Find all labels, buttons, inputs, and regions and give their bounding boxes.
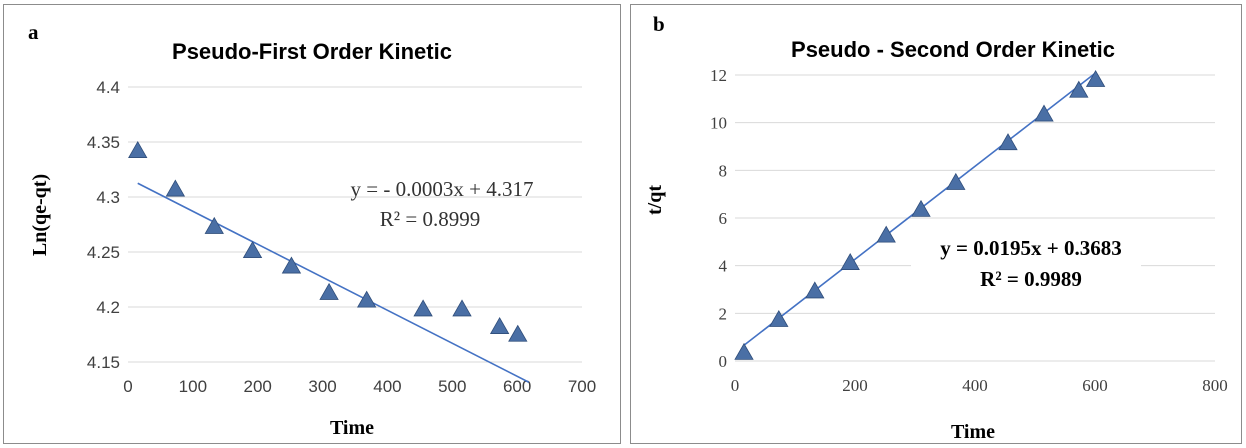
x-tick-label: 300 <box>308 377 336 396</box>
data-point-marker <box>998 133 1018 151</box>
data-point-marker <box>489 316 510 334</box>
data-point-marker <box>1069 80 1089 98</box>
y-axis-title-a: Ln(qe-qt) <box>29 174 51 256</box>
equation-a: y = - 0.0003x + 4.317 <box>351 177 534 201</box>
chart-a-svg: a Pseudo-First Order Kinetic 4.15 4.2 4.25… <box>28 20 596 439</box>
x-tick-label: 400 <box>373 377 401 396</box>
y-tick-label: 4.35 <box>87 133 120 152</box>
data-point-marker <box>1034 104 1054 122</box>
x-tick-label: 400 <box>962 376 988 395</box>
data-point-marker <box>204 216 224 234</box>
data-point-marker <box>242 241 263 259</box>
chart-title-a: Pseudo-First Order Kinetic <box>172 39 452 64</box>
x-tick-label: 800 <box>1202 376 1228 395</box>
gridlines-a <box>128 86 582 363</box>
x-tick-label: 700 <box>568 377 596 396</box>
data-point-marker <box>876 225 896 243</box>
y-axis-title-b: t/qt <box>644 185 666 215</box>
data-points-b <box>734 69 1106 360</box>
y-tick-label: 2 <box>719 304 728 323</box>
data-point-marker <box>805 281 825 299</box>
y-tick-label: 4.3 <box>96 188 120 207</box>
r-squared-b: R² = 0.9989 <box>980 267 1082 291</box>
trendline-a <box>137 182 530 383</box>
x-axis-title-a: Time <box>330 417 374 439</box>
data-point-marker <box>128 140 148 158</box>
x-tick-label: 200 <box>842 376 868 395</box>
y-tick-label: 4.25 <box>87 243 120 262</box>
x-tick-label: 500 <box>438 377 466 396</box>
data-point-marker <box>356 290 377 308</box>
data-point-marker <box>840 253 860 270</box>
data-point-marker <box>319 282 339 300</box>
x-tick-labels-b: 0 200 400 600 800 <box>731 376 1228 395</box>
data-points-a <box>128 140 528 342</box>
r-squared-a: R² = 0.8999 <box>380 207 480 231</box>
chart-panel-b: b Pseudo - Second Order Kinetic 0 2 4 6 8 10 1… <box>630 4 1242 444</box>
x-tick-label: 600 <box>503 377 531 396</box>
panel-label-a: a <box>28 20 39 44</box>
chart-panel-a: a Pseudo-First Order Kinetic 4.15 4.2 4.25… <box>3 4 621 444</box>
y-tick-labels-a: 4.15 4.2 4.25 4.3 4.35 4.4 <box>87 78 120 372</box>
chart-b-svg: b Pseudo - Second Order Kinetic 0 2 4 6 8 10 1… <box>644 12 1228 443</box>
y-tick-label: 12 <box>710 66 727 85</box>
panel-label-b: b <box>653 12 665 36</box>
x-tick-label: 0 <box>731 376 740 395</box>
y-tick-label: 6 <box>719 209 728 228</box>
y-tick-label: 4.4 <box>96 78 120 97</box>
y-tick-labels-b: 0 2 4 6 8 10 12 <box>710 66 728 371</box>
data-point-marker <box>1085 69 1106 87</box>
data-point-marker <box>734 342 754 360</box>
data-point-marker <box>946 172 966 190</box>
y-tick-label: 4.2 <box>96 298 120 317</box>
x-tick-label: 0 <box>123 377 132 396</box>
data-point-marker <box>508 324 528 342</box>
x-tick-label: 600 <box>1082 376 1108 395</box>
trendline <box>137 182 530 383</box>
x-tick-label: 100 <box>179 377 207 396</box>
data-point-marker <box>452 299 472 317</box>
data-point-marker <box>769 309 789 327</box>
x-axis-title-b: Time <box>951 421 995 443</box>
y-tick-label: 4.15 <box>87 353 120 372</box>
gridlines-b <box>735 74 1215 362</box>
chart-title-b: Pseudo - Second Order Kinetic <box>791 37 1115 62</box>
y-tick-label: 4 <box>719 257 728 276</box>
x-tick-label: 200 <box>244 377 272 396</box>
y-tick-label: 0 <box>719 352 728 371</box>
equation-box-b <box>911 233 1141 293</box>
y-tick-label: 10 <box>710 114 727 133</box>
x-tick-labels-a: 0 100 200 300 400 500 600 700 <box>123 377 596 396</box>
y-tick-label: 8 <box>719 161 728 180</box>
data-point-marker <box>911 199 931 217</box>
data-point-marker <box>165 179 186 197</box>
data-point-marker <box>413 299 433 317</box>
data-point-marker <box>281 256 302 274</box>
equation-b: y = 0.0195x + 0.3683 <box>940 236 1121 260</box>
